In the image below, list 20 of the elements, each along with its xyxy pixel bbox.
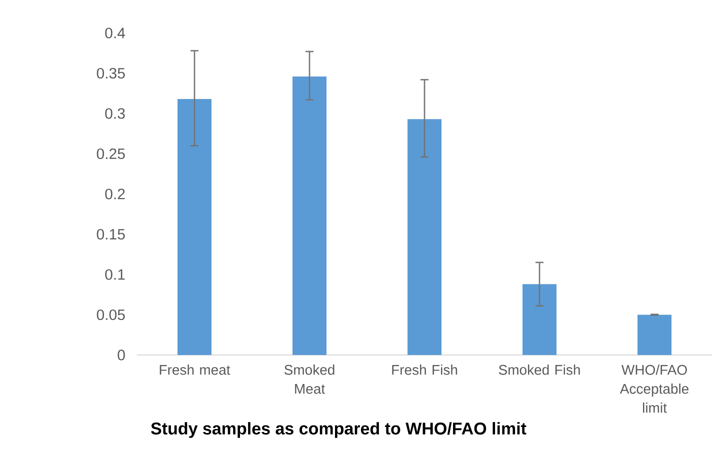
x-tick-label: WHO/FAO Acceptable limit bbox=[620, 364, 689, 413]
x-tick-label: Smoked Meat bbox=[284, 364, 334, 394]
y-tick-label: 0.15 bbox=[96, 228, 125, 240]
y-tick-label: 0.1 bbox=[105, 269, 125, 280]
x-tick-label: Fresh Fish bbox=[392, 364, 458, 375]
y-tick-label: 0.25 bbox=[96, 148, 125, 160]
x-tick-label: Fresh meat bbox=[160, 364, 230, 375]
bar bbox=[178, 99, 212, 355]
bar bbox=[292, 76, 327, 355]
x-tick-label: Smoked Fish bbox=[498, 364, 580, 375]
bar bbox=[638, 314, 672, 355]
y-tick-label: 0.4 bbox=[105, 28, 126, 38]
y-tick-label: 0.35 bbox=[96, 68, 125, 79]
text: Study samples as compared to WHO/FAO limit bbox=[151, 422, 526, 438]
y-tick-label: 0.2 bbox=[105, 188, 125, 200]
y-tick-label: 0.3 bbox=[105, 108, 125, 119]
bar bbox=[522, 284, 556, 355]
y-tick-label: 0.05 bbox=[96, 309, 125, 320]
bar bbox=[408, 119, 442, 355]
y-tick-label: 0 bbox=[118, 350, 125, 360]
